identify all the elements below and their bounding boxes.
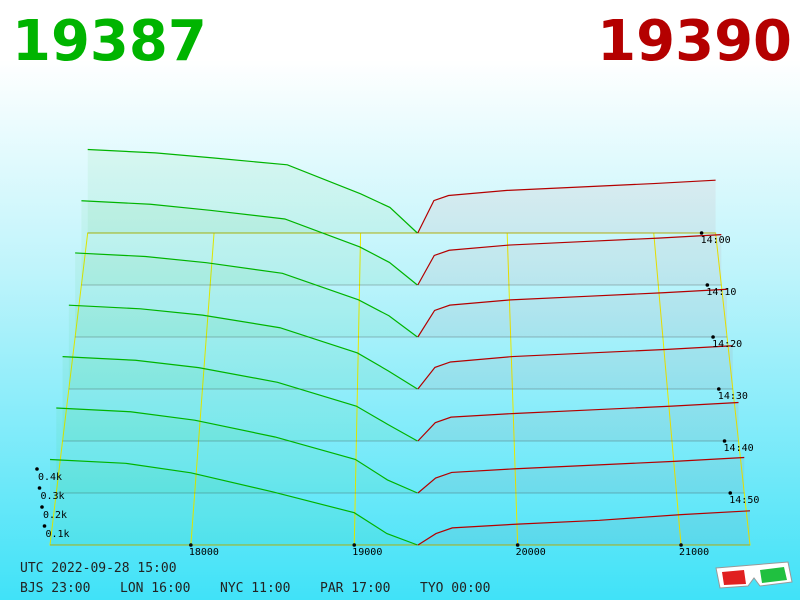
x-tick-label: 18000	[189, 547, 219, 558]
ask-depth-line	[417, 401, 739, 442]
time-tick-label: 14:20	[712, 339, 742, 350]
tick-mark	[35, 467, 39, 471]
clock: LON 16:00	[120, 581, 190, 596]
tick-mark	[711, 335, 715, 339]
time-tick-label: 14:40	[724, 443, 754, 454]
tick-mark	[42, 524, 47, 528]
ask-depth-line	[417, 234, 722, 286]
ask-area	[417, 402, 739, 441]
tick-mark	[40, 505, 44, 509]
bid-area	[87, 149, 418, 233]
time-tick-label: 14:30	[718, 391, 748, 402]
depth-chart: 18000 19000 20000 21000 0.1k 0.2k 0.3k 0.4k 14:0…	[35, 148, 759, 558]
y-tick-label: 0.4k	[38, 472, 62, 483]
3d-glasses-icon[interactable]	[715, 561, 793, 589]
ask-depth-line	[417, 345, 733, 390]
best-bid: 19387	[12, 9, 207, 74]
bid-area	[56, 408, 418, 493]
bid-depth-line	[68, 304, 418, 390]
best-ask: 19390	[597, 9, 792, 74]
y-tick-label: 0.3k	[41, 491, 65, 502]
clock: NYC 11:00	[220, 581, 290, 596]
ask-area	[417, 234, 722, 285]
tick-mark	[705, 283, 710, 287]
bid-area	[68, 305, 418, 389]
time-tick-label: 14:10	[706, 287, 736, 298]
tick-mark	[699, 231, 704, 235]
clock: BJS 23:00	[20, 581, 90, 596]
bid-depth-line	[49, 458, 418, 546]
bid-depth-line	[75, 252, 418, 338]
ask-depth-line	[417, 179, 716, 234]
bid-depth-line	[87, 148, 418, 234]
y-tick-label: 0.1k	[46, 529, 70, 540]
ask-area	[417, 345, 733, 389]
bid-depth-line	[81, 200, 418, 286]
x-tick-label: 20000	[516, 547, 546, 558]
clock: TYO 00:00	[420, 581, 490, 596]
x-tick-label: 19000	[352, 547, 382, 558]
ask-depth-line	[417, 288, 728, 338]
bid-area	[81, 200, 418, 285]
tick-mark	[716, 387, 721, 391]
bid-depth-line	[56, 407, 418, 494]
ask-area	[417, 289, 728, 337]
ask-area	[417, 457, 745, 493]
time-tick-label: 14:50	[729, 495, 759, 506]
clock: PAR 17:00	[320, 581, 390, 596]
bid-depth-line	[62, 356, 418, 442]
ask-area	[417, 510, 750, 545]
utc-time: UTC 2022-09-28 15:00	[20, 561, 177, 576]
bid-area	[62, 356, 418, 441]
time-tick-label: 14:00	[701, 235, 731, 246]
tick-mark	[37, 486, 42, 490]
ask-area	[417, 180, 716, 233]
ask-depth-line	[417, 510, 751, 546]
bid-area	[50, 459, 418, 545]
tick-mark	[728, 491, 733, 495]
bid-area	[75, 252, 418, 337]
x-tick-label: 21000	[679, 547, 709, 558]
tick-mark	[722, 439, 727, 443]
ask-depth-line	[417, 456, 745, 494]
y-tick-label: 0.2k	[43, 510, 67, 521]
